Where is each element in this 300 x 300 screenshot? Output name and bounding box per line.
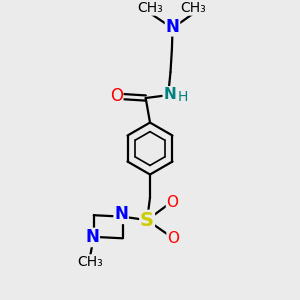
Text: CH₃: CH₃ bbox=[77, 255, 103, 269]
Text: H: H bbox=[177, 91, 188, 104]
Text: S: S bbox=[140, 211, 154, 230]
Text: N: N bbox=[166, 18, 179, 36]
Text: O: O bbox=[167, 195, 178, 210]
Text: N: N bbox=[114, 205, 128, 223]
Text: CH₃: CH₃ bbox=[137, 1, 163, 15]
Text: O: O bbox=[167, 230, 179, 245]
Text: O: O bbox=[110, 87, 123, 105]
Text: CH₃: CH₃ bbox=[181, 1, 206, 15]
Text: N: N bbox=[85, 228, 99, 246]
Text: N: N bbox=[163, 87, 176, 102]
